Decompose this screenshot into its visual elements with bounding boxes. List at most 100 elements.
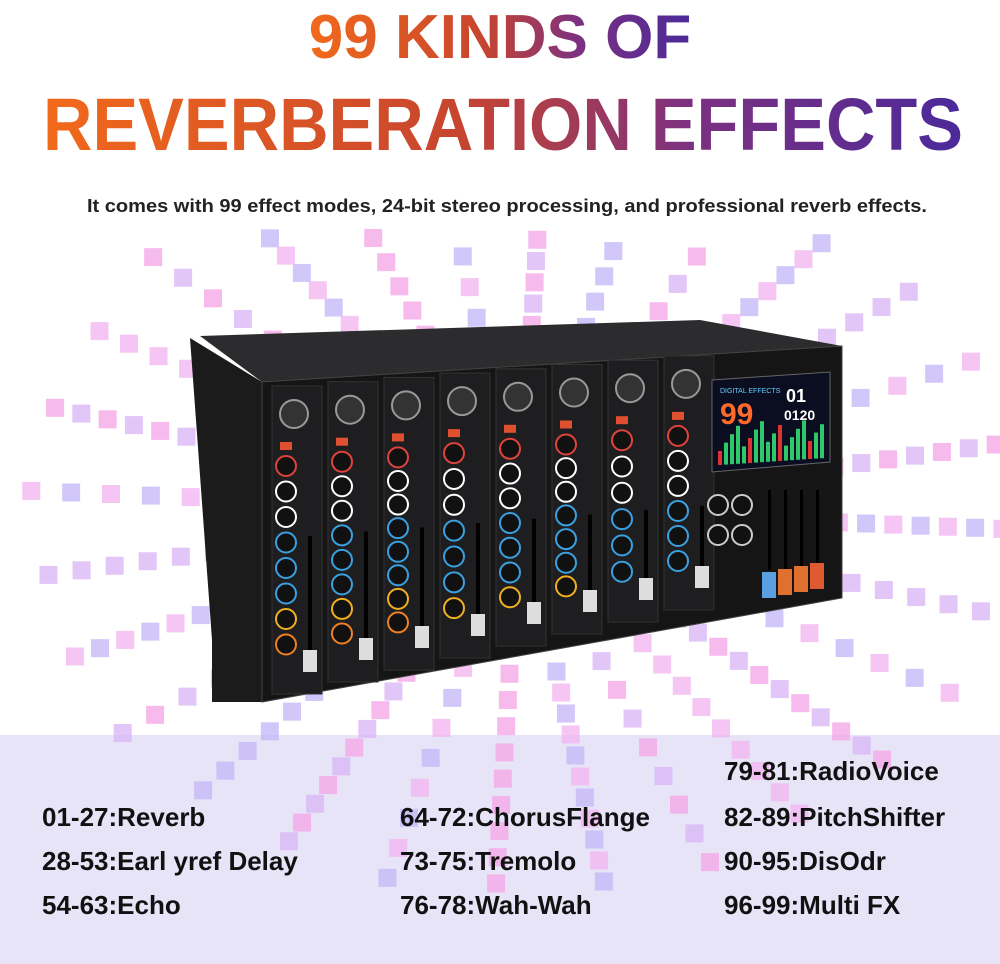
display-program: 01 [786, 386, 806, 406]
meter-bar [802, 420, 806, 460]
ray-square [22, 481, 41, 500]
fader-cap [527, 602, 541, 624]
effect-item: 82-89:PitchShifter [724, 802, 945, 832]
fader-slot [532, 518, 536, 622]
ray-square [872, 298, 891, 317]
ray-square [526, 252, 545, 271]
xlr-jack [615, 373, 645, 404]
ray-square [874, 580, 893, 599]
ray-square [907, 588, 926, 607]
xlr-jack [279, 399, 309, 429]
ray-square [701, 853, 720, 872]
knob [275, 480, 297, 503]
master-knob [731, 524, 753, 546]
fader-slot [700, 505, 704, 586]
ray-square [594, 872, 613, 891]
ray-square [432, 718, 451, 737]
knob [331, 597, 353, 620]
fader-cap [415, 626, 429, 648]
ray-square [141, 486, 160, 505]
ray-square [852, 736, 871, 755]
meter-bar [820, 424, 824, 459]
pad-button [504, 424, 516, 433]
ray-square [547, 662, 566, 681]
ray-square [585, 830, 604, 849]
meter-bar [808, 441, 812, 459]
ray-square [306, 794, 325, 813]
pad-button [336, 437, 348, 446]
effect-item: 54-63:Echo [42, 890, 181, 920]
knob [499, 512, 521, 535]
fader-cap [583, 590, 597, 612]
ray-square [72, 561, 91, 580]
title-line-1: 99 KINDS OF [309, 3, 691, 72]
effect-item: 73-75:Tremolo [400, 846, 576, 876]
ray-square [842, 573, 861, 592]
knob [275, 455, 297, 477]
ray-square [873, 750, 892, 769]
display-effect: 99 [720, 398, 753, 431]
ray-square [340, 315, 359, 334]
ray-square [870, 653, 889, 672]
fader-slot [588, 514, 592, 610]
fader-slot [364, 531, 368, 658]
knob [611, 455, 633, 478]
ray-square [120, 334, 139, 353]
ray-square [961, 352, 980, 371]
ray-square [580, 809, 599, 828]
knob [275, 506, 297, 528]
ray-square [102, 485, 121, 504]
channel-strips [271, 355, 715, 695]
pad-button [448, 429, 460, 438]
ray-square [443, 688, 462, 707]
master-slot [768, 490, 771, 570]
ray-square [592, 652, 611, 671]
ray-square [90, 322, 109, 341]
ray-square [276, 246, 295, 265]
meter-bar [754, 429, 758, 463]
ray-square [993, 519, 1000, 538]
ray-square [65, 647, 84, 666]
mixer: DIGITAL EFFECTS 99 01 0120 [190, 320, 843, 703]
ray-square [959, 439, 978, 458]
ray-square [672, 676, 691, 695]
knob [331, 622, 353, 645]
ray-square [488, 848, 507, 867]
ray-square [174, 268, 193, 287]
ray-square [884, 515, 903, 534]
ray-square [692, 698, 711, 717]
master-slot [800, 490, 803, 570]
knob [275, 582, 297, 605]
ray-square [740, 298, 759, 317]
master-slot [784, 490, 787, 570]
knob [667, 449, 689, 472]
fader-slot [308, 536, 312, 670]
knob [443, 519, 465, 542]
knob [499, 561, 521, 584]
meter-bar [790, 437, 794, 461]
meter-bar [718, 451, 722, 465]
ray-square [800, 624, 819, 643]
ray-square [308, 281, 327, 300]
knob [275, 557, 297, 579]
master-knob [731, 494, 753, 516]
master-cap [794, 566, 808, 592]
pad-button [560, 420, 572, 429]
ray-square [925, 364, 944, 383]
master-cap [810, 563, 824, 589]
ray-square [770, 680, 789, 699]
xlr-jack [447, 386, 477, 417]
ray-square [283, 702, 302, 721]
knob [555, 433, 577, 456]
ray-square [403, 301, 422, 320]
fader-cap [471, 614, 485, 636]
ray-square [552, 683, 571, 702]
master-faders [707, 490, 824, 598]
meter-bar [784, 445, 788, 461]
ray-square [639, 738, 658, 757]
ray-square [940, 683, 959, 702]
fader-cap [695, 566, 709, 588]
master-knob [707, 494, 729, 516]
knob [499, 536, 521, 559]
ray-square [939, 595, 958, 614]
